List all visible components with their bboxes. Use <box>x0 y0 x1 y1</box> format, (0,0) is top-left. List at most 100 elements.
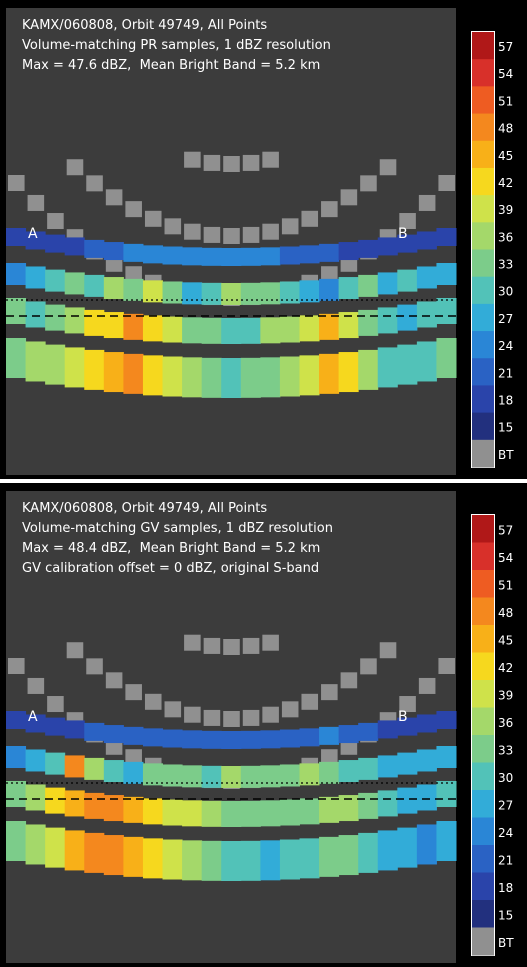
dbz-cell <box>201 840 222 881</box>
colorbar-tick-label: 51 <box>498 578 513 592</box>
dbz-cell <box>436 781 457 807</box>
dbz-cell <box>182 730 203 749</box>
dbz-cell <box>45 304 66 331</box>
pr-cross-section-panel: A B 57 54 51 48 45 42 39 36 33 30 27 24 21 18 15 BT KAMX/… <box>0 0 527 479</box>
dbz-cell <box>84 832 105 873</box>
colorbar-swatch <box>472 927 494 956</box>
dbz-cell <box>25 784 46 811</box>
dbz-cell <box>279 316 300 343</box>
dbz-cell <box>319 836 340 877</box>
dbz-cell <box>319 761 340 784</box>
dbz-cell <box>6 228 27 246</box>
dbz-cell <box>201 247 222 266</box>
dbz-cell <box>260 730 281 749</box>
dbz-cell <box>6 821 27 861</box>
dbz-cell <box>279 729 300 748</box>
arc-sample-0 <box>262 151 279 168</box>
colorbar-tick-label: 21 <box>498 853 513 867</box>
dbz-cell <box>64 307 85 334</box>
dbz-cell <box>45 234 66 253</box>
dbz-cell <box>6 711 27 729</box>
dbz-cell <box>416 714 437 733</box>
gv-header-line-4: GV calibration offset = 0 dBZ, original … <box>22 561 320 576</box>
dbz-cell <box>221 766 242 788</box>
colorbar-tick-label: 18 <box>498 393 513 407</box>
dbz-cell <box>338 242 359 261</box>
dbz-cell <box>338 352 359 393</box>
arc-sample-1 <box>281 218 299 235</box>
dbz-cell <box>397 234 418 253</box>
colorbar-tick-label: 24 <box>498 826 513 840</box>
dbz-cell <box>358 832 379 873</box>
arc-sample-1 <box>262 223 279 240</box>
arc-sample-1 <box>203 709 221 726</box>
section-endpoint-b: B <box>398 226 408 242</box>
dbz-cell <box>123 836 144 877</box>
dbz-cell <box>182 800 203 827</box>
dbz-cell <box>240 765 261 788</box>
dbz-cell <box>279 281 300 304</box>
arc-sample-1 <box>66 159 84 176</box>
dbz-cell <box>6 781 27 807</box>
colorbar-swatch <box>472 542 494 571</box>
arc-sample-0 <box>223 639 240 655</box>
dbz-cell <box>25 266 46 289</box>
arc-sample-1 <box>242 226 260 243</box>
arc-sample-2 <box>438 658 455 674</box>
colorbar-tick-label: 54 <box>498 67 513 81</box>
colorbar-tick-label: 39 <box>498 203 513 217</box>
dbz-cell <box>84 274 105 297</box>
dbz-cell <box>377 307 398 334</box>
arc-sample-1 <box>66 642 84 659</box>
dbz-cell <box>436 746 457 768</box>
dbz-cell <box>123 726 144 745</box>
dbz-cell <box>358 239 379 258</box>
dbz-cell <box>358 722 379 741</box>
dbz-cell <box>377 720 398 739</box>
arc-sample-1 <box>105 189 123 206</box>
gv-header-line-1: KAMX/060808, Orbit 49749, All Points <box>22 501 268 516</box>
colorbar-tick-label: 36 <box>498 716 513 730</box>
arc-sample-1 <box>242 709 260 726</box>
dbz-cell <box>162 729 183 748</box>
dbz-cell <box>416 749 437 772</box>
dbz-cell <box>142 355 164 396</box>
dbz-cell <box>338 795 359 822</box>
dbz-cell <box>319 278 340 301</box>
section-endpoint-a: A <box>28 709 38 725</box>
dbz-cell <box>142 280 164 303</box>
dbz-cell <box>436 298 457 324</box>
dbz-cell <box>279 839 300 880</box>
dbz-cell <box>221 248 242 266</box>
dbz-cell <box>416 301 437 328</box>
arc-sample-1 <box>301 210 319 227</box>
pr-header-line-1: KAMX/060808, Orbit 49749, All Points <box>22 18 268 33</box>
dbz-cell <box>338 725 359 744</box>
dbz-cell <box>6 338 27 378</box>
dbz-cell <box>162 281 183 304</box>
dbz-cell <box>162 764 183 787</box>
dbz-cell <box>84 309 105 336</box>
colorbar-swatch <box>472 845 494 873</box>
dbz-cell <box>45 344 66 385</box>
dbz-cell <box>377 790 398 817</box>
dbz-cell <box>182 282 203 305</box>
arc-sample-1 <box>223 228 240 244</box>
arc-sample-1 <box>144 210 162 227</box>
colorbar-swatch <box>472 439 494 468</box>
colorbar-swatch <box>472 249 494 278</box>
dbz-cell <box>299 728 320 747</box>
dbz-cell <box>416 784 437 811</box>
dbz-cell <box>182 840 203 881</box>
dbz-cell <box>377 272 398 295</box>
gv-header-line-3: Max = 48.4 dBZ, Mean Bright Band = 5.2 k… <box>22 541 321 556</box>
dbz-cell <box>299 245 320 264</box>
arc-sample-2 <box>47 696 64 713</box>
dbz-cell <box>201 317 222 344</box>
colorbar-tick-label: 27 <box>498 798 513 812</box>
dbz-cell <box>436 263 457 285</box>
colorbar-swatch <box>472 331 494 359</box>
dbz-cell <box>162 356 183 397</box>
colorbar-swatch <box>472 167 494 196</box>
arc-sample-2 <box>125 266 142 283</box>
